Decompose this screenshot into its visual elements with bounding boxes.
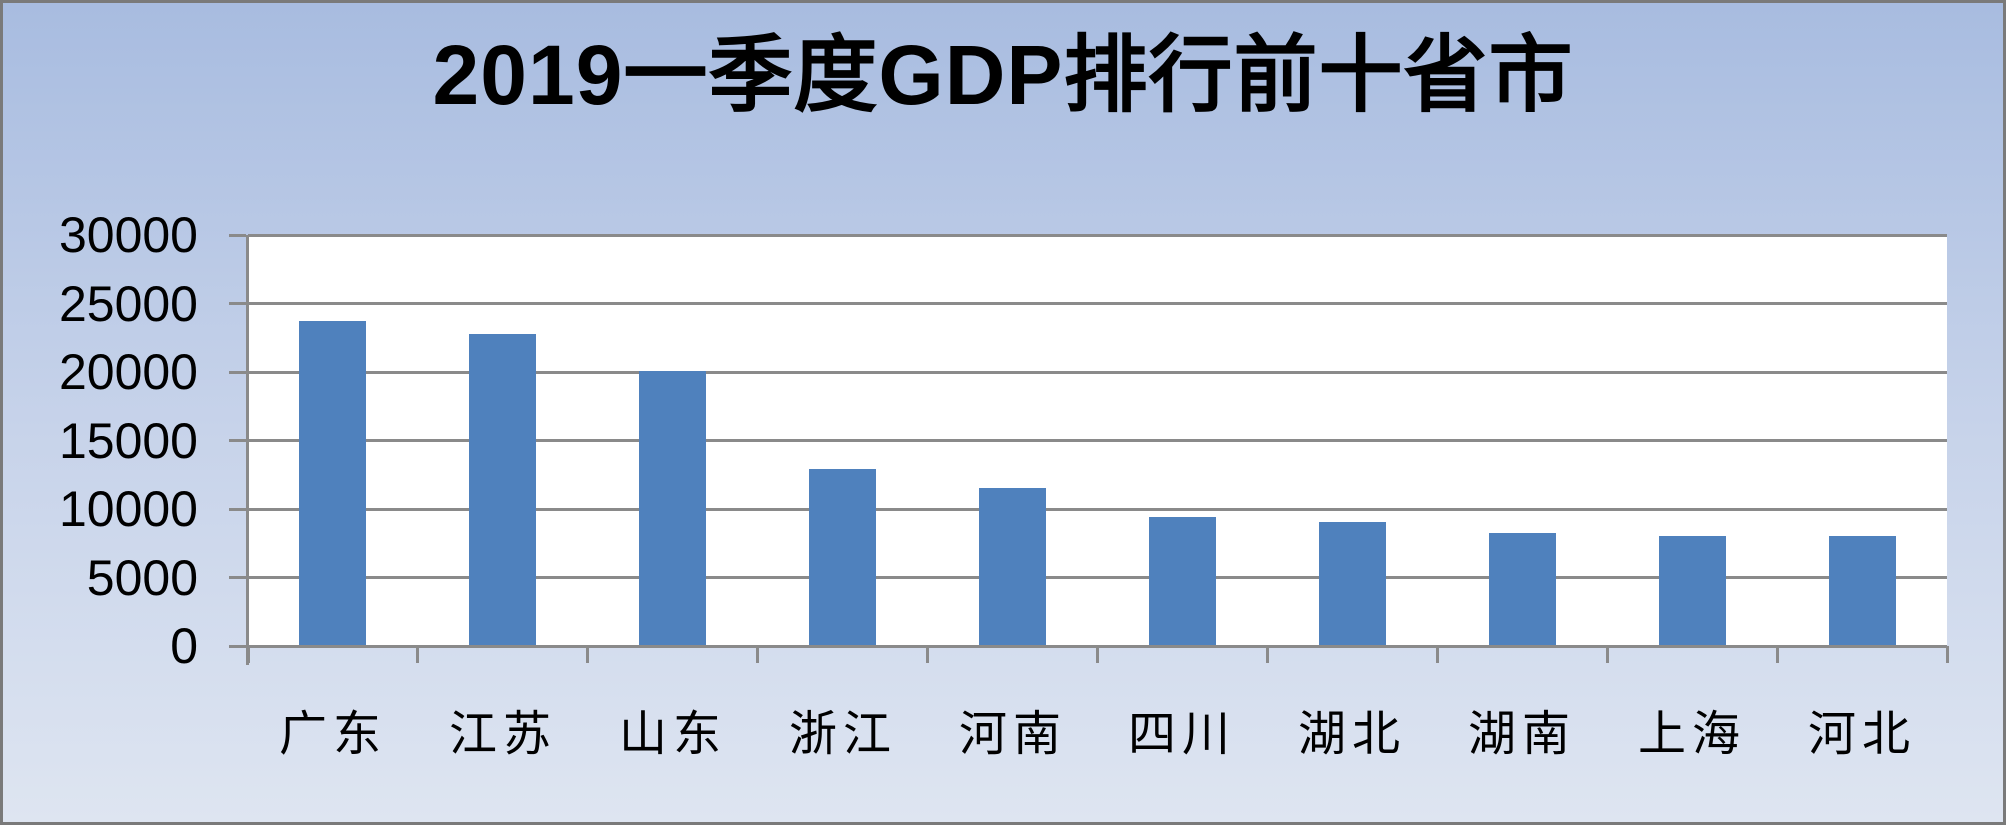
y-axis-tick-label: 10000 (58, 481, 198, 537)
y-axis-tick (229, 576, 246, 579)
gridline (248, 302, 1947, 305)
x-axis-tick (247, 646, 250, 663)
y-axis-line (246, 235, 249, 665)
x-axis-category-label: 湖北 (1297, 708, 1406, 761)
y-axis-tick-label: 15000 (58, 413, 198, 469)
y-axis-tick-label: 0 (170, 618, 198, 674)
y-axis-tick (229, 439, 246, 442)
gridline (248, 576, 1947, 579)
x-axis-tick (756, 646, 759, 663)
x-axis-tick (1606, 646, 1609, 663)
y-axis-tick-label: 30000 (58, 207, 198, 263)
y-axis-tick-label: 5000 (86, 550, 198, 606)
x-axis-category-label: 四川 (1127, 708, 1236, 761)
y-axis-tick (229, 645, 246, 648)
bar (639, 371, 706, 646)
x-axis-tick (1436, 646, 1439, 663)
gridline (248, 234, 1947, 237)
y-axis-tick (229, 234, 246, 237)
bar (469, 334, 536, 646)
x-axis-category-label: 河北 (1807, 708, 1916, 761)
y-axis-tick-label: 20000 (58, 344, 198, 400)
x-axis-tick (586, 646, 589, 663)
x-axis-category-label: 山东 (618, 708, 727, 761)
bar (1829, 536, 1896, 646)
y-axis-tick (229, 371, 246, 374)
x-axis-category-label: 河南 (958, 708, 1067, 761)
y-axis-tick (229, 508, 246, 511)
x-axis-category-label: 上海 (1637, 708, 1746, 761)
x-axis-tick (1776, 646, 1779, 663)
x-axis-tick (416, 646, 419, 663)
y-axis-tick-label: 25000 (58, 276, 198, 332)
chart-title: 2019一季度GDP排行前十省市 (432, 28, 1574, 122)
bar (1149, 517, 1216, 646)
y-axis-tick (229, 302, 246, 305)
x-axis-tick (1096, 646, 1099, 663)
x-axis-category-label: 湖南 (1467, 708, 1576, 761)
bar (809, 469, 876, 646)
x-axis-tick (1946, 646, 1949, 663)
gridline (248, 508, 1947, 511)
x-axis-tick (926, 646, 929, 663)
x-axis-category-label: 广东 (278, 708, 387, 761)
bar (299, 321, 366, 646)
gridline (248, 371, 1947, 374)
x-axis-category-label: 江苏 (448, 708, 557, 761)
bar (1319, 522, 1386, 646)
x-axis-category-label: 浙江 (788, 708, 897, 761)
bar (1489, 533, 1556, 646)
bar (979, 488, 1046, 646)
bar (1659, 536, 1726, 646)
gridline (248, 439, 1947, 442)
x-axis-tick (1266, 646, 1269, 663)
